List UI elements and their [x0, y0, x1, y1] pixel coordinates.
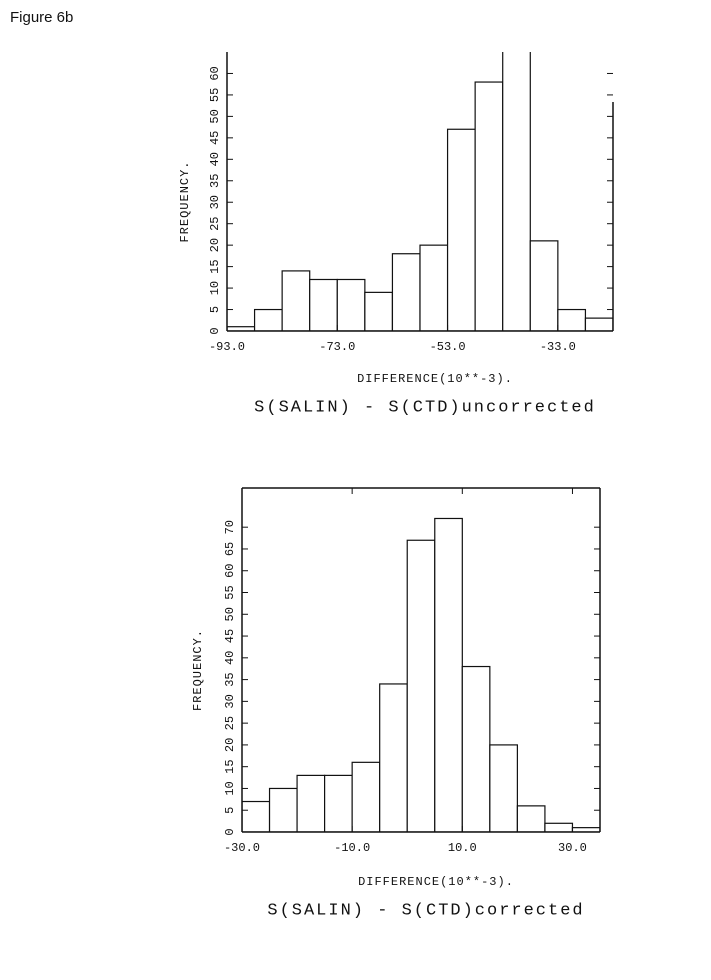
y-tick-label: 30 — [208, 195, 222, 209]
y-tick-label: 40 — [208, 152, 222, 166]
bar — [253, 308, 283, 331]
y-tick-label: 10 — [223, 781, 237, 795]
y-tick-label: 55 — [223, 585, 237, 599]
y-tick-label: 35 — [208, 174, 222, 188]
bar — [296, 774, 326, 832]
bar — [557, 308, 587, 331]
y-tick-label: 25 — [208, 216, 222, 230]
bar — [419, 244, 449, 331]
figure-label: Figure 6b — [10, 9, 73, 26]
bars — [227, 52, 613, 331]
bar — [309, 278, 338, 331]
x-axis-label: DIFFERENCE(10**-3). — [358, 875, 514, 889]
chart-title: S(SALIN) - S(CTD)corrected — [267, 901, 584, 920]
y-tick-label: 50 — [208, 109, 222, 123]
bar — [434, 517, 463, 832]
bar — [391, 253, 421, 331]
bar — [242, 800, 271, 832]
x-tick-label: -53.0 — [430, 340, 466, 354]
bar — [324, 774, 353, 832]
y-tick-label: 10 — [208, 281, 222, 295]
bar — [446, 128, 476, 331]
x-tick-label: -33.0 — [540, 340, 576, 354]
bar — [584, 317, 613, 331]
bar — [379, 683, 408, 832]
y-tick-label: 20 — [208, 238, 222, 252]
y-tick-label: 20 — [223, 738, 237, 752]
bar — [544, 822, 574, 832]
x-tick-label: 30.0 — [558, 841, 587, 855]
y-tick-label: 5 — [223, 807, 237, 814]
y-axis-label: FREQUENCY. — [191, 629, 205, 711]
y-tick-label: 0 — [223, 828, 237, 835]
y-axis-label: FREQUENCY. — [178, 160, 192, 242]
bar — [461, 665, 491, 832]
x-tick-label: -73.0 — [319, 340, 355, 354]
bar — [364, 291, 394, 331]
y-tick-label: 60 — [208, 66, 222, 80]
bar — [502, 52, 531, 331]
x-tick-label: -93.0 — [209, 340, 245, 354]
bars — [242, 517, 600, 832]
chart-title: S(SALIN) - S(CTD)uncorrected — [254, 398, 596, 417]
bar — [489, 744, 518, 832]
y-tick-label: 5 — [208, 306, 222, 313]
bar — [406, 539, 436, 832]
bar — [281, 270, 311, 331]
y-tick-label: 50 — [223, 607, 237, 621]
x-tick-label: 10.0 — [448, 841, 477, 855]
y-tick-label: 45 — [223, 629, 237, 643]
y-tick-label: 40 — [223, 651, 237, 665]
y-tick-label: 65 — [223, 542, 237, 556]
x-axis-label: DIFFERENCE(10**-3). — [357, 372, 513, 386]
y-tick-label: 15 — [208, 259, 222, 273]
x-tick-label: -30.0 — [224, 841, 260, 855]
y-tick-label: 30 — [223, 694, 237, 708]
y-tick-label: 0 — [208, 327, 222, 334]
bar — [516, 805, 546, 832]
y-tick-label: 60 — [223, 564, 237, 578]
y-tick-label: 55 — [208, 88, 222, 102]
y-tick-label: 45 — [208, 131, 222, 145]
y-tick-label: 25 — [223, 716, 237, 730]
bar — [268, 787, 298, 832]
x-tick-label: -10.0 — [334, 841, 370, 855]
bar — [529, 240, 559, 331]
y-tick-label: 15 — [223, 759, 237, 773]
bar — [336, 278, 366, 331]
y-tick-label: 70 — [223, 520, 237, 534]
bar — [474, 81, 504, 331]
y-tick-label: 35 — [223, 672, 237, 686]
bar — [351, 761, 381, 832]
